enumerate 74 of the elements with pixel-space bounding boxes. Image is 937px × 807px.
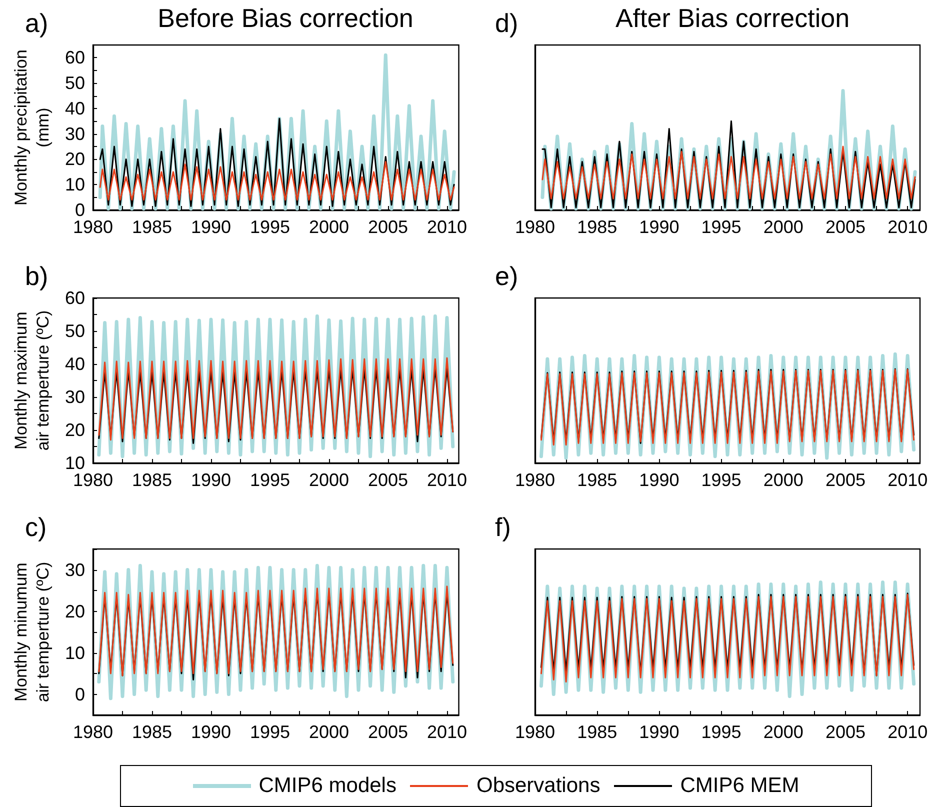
- x-tick-label: 2010: [888, 470, 928, 490]
- x-tick-label: 2000: [308, 722, 350, 742]
- x-tick-label: 2005: [368, 722, 408, 742]
- y-tick-label: 40: [64, 98, 85, 118]
- chart-title: a): [25, 8, 48, 38]
- x-tick-label: 1980: [72, 722, 114, 742]
- x-tick-label: 1980: [514, 217, 556, 237]
- chart-title: e): [495, 261, 518, 291]
- x-tick-label: 2005: [368, 217, 408, 237]
- x-tick-label: 1990: [190, 470, 232, 490]
- x-tick-label: 1995: [701, 470, 742, 490]
- x-tick-label: 2000: [763, 470, 804, 490]
- y-axis-title: Monthly maximum air temperture (ºC): [12, 310, 53, 451]
- x-tick-label: 1985: [132, 470, 172, 490]
- x-tick-label: 2010: [426, 470, 467, 490]
- x-tick-label: 1990: [190, 217, 232, 237]
- x-tick-label: 1985: [132, 217, 172, 237]
- x-tick-label: 1990: [190, 722, 232, 742]
- y-tick-label: 0: [74, 200, 85, 220]
- x-tick-label: 2000: [763, 722, 804, 742]
- legend-label: CMIP6 models: [258, 774, 396, 798]
- x-tick-label: 2005: [368, 470, 408, 490]
- chart-title: c): [25, 512, 47, 542]
- x-tick-label: 2010: [888, 217, 928, 237]
- x-tick-label: 1995: [250, 722, 290, 742]
- y-tick-label: 10: [64, 642, 85, 663]
- y-tick-label: 50: [64, 73, 85, 94]
- x-tick-label: 1980: [514, 470, 556, 490]
- line-series: [99, 161, 455, 201]
- x-tick-label: 1995: [250, 470, 290, 490]
- x-tick-label: 2000: [308, 217, 350, 237]
- y-tick-label: 30: [64, 560, 85, 580]
- y-tick-label: 40: [64, 354, 85, 374]
- x-tick-label: 1985: [577, 217, 618, 237]
- x-tick-label: 2000: [308, 470, 350, 490]
- x-tick-label: 1980: [72, 217, 114, 237]
- x-tick-label: 1995: [701, 722, 742, 742]
- y-tick-label: 60: [64, 48, 85, 68]
- legend-label: CMIP6 MEM: [680, 774, 800, 798]
- y-tick-label: 10: [64, 174, 85, 195]
- x-tick-label: 1995: [701, 217, 742, 237]
- x-tick-label: 2005: [825, 217, 866, 237]
- x-tick-label: 1990: [639, 470, 680, 490]
- chart-title: d): [495, 8, 518, 38]
- chart-subtitle: Before Bias correction: [158, 3, 414, 33]
- y-tick-label: 10: [64, 453, 85, 473]
- x-tick-label: 1980: [72, 470, 114, 490]
- x-tick-label: 2000: [763, 217, 804, 237]
- x-tick-label: 1995: [250, 217, 290, 237]
- x-tick-label: 2010: [888, 722, 928, 742]
- x-tick-label: 2005: [825, 470, 866, 490]
- y-tick-label: 20: [64, 601, 85, 622]
- x-tick-label: 1985: [132, 722, 172, 742]
- y-tick-label: 50: [64, 321, 85, 341]
- chart-title: f): [495, 512, 511, 542]
- y-axis-title: Monthly precipitation (mm): [12, 50, 53, 206]
- y-axis-title: Monthly minumum air temperture (ºC): [12, 562, 53, 702]
- x-tick-label: 2010: [426, 217, 467, 237]
- y-tick-label: 20: [64, 420, 85, 440]
- x-tick-label: 1990: [639, 722, 680, 742]
- y-tick-label: 20: [64, 149, 85, 170]
- x-tick-label: 1985: [577, 722, 618, 742]
- x-tick-label: 1990: [639, 217, 680, 237]
- y-tick-label: 30: [64, 124, 85, 144]
- x-tick-label: 2005: [825, 722, 866, 742]
- y-tick-label: 60: [64, 288, 85, 308]
- legend-label: Observations: [476, 774, 600, 798]
- x-tick-label: 1980: [514, 722, 556, 742]
- y-tick-label: 0: [74, 684, 85, 704]
- chart-title: b): [25, 261, 48, 291]
- x-tick-label: 1985: [577, 470, 618, 490]
- chart-subtitle: After Bias correction: [615, 3, 850, 33]
- x-tick-label: 2010: [426, 722, 467, 742]
- y-tick-label: 30: [64, 387, 85, 407]
